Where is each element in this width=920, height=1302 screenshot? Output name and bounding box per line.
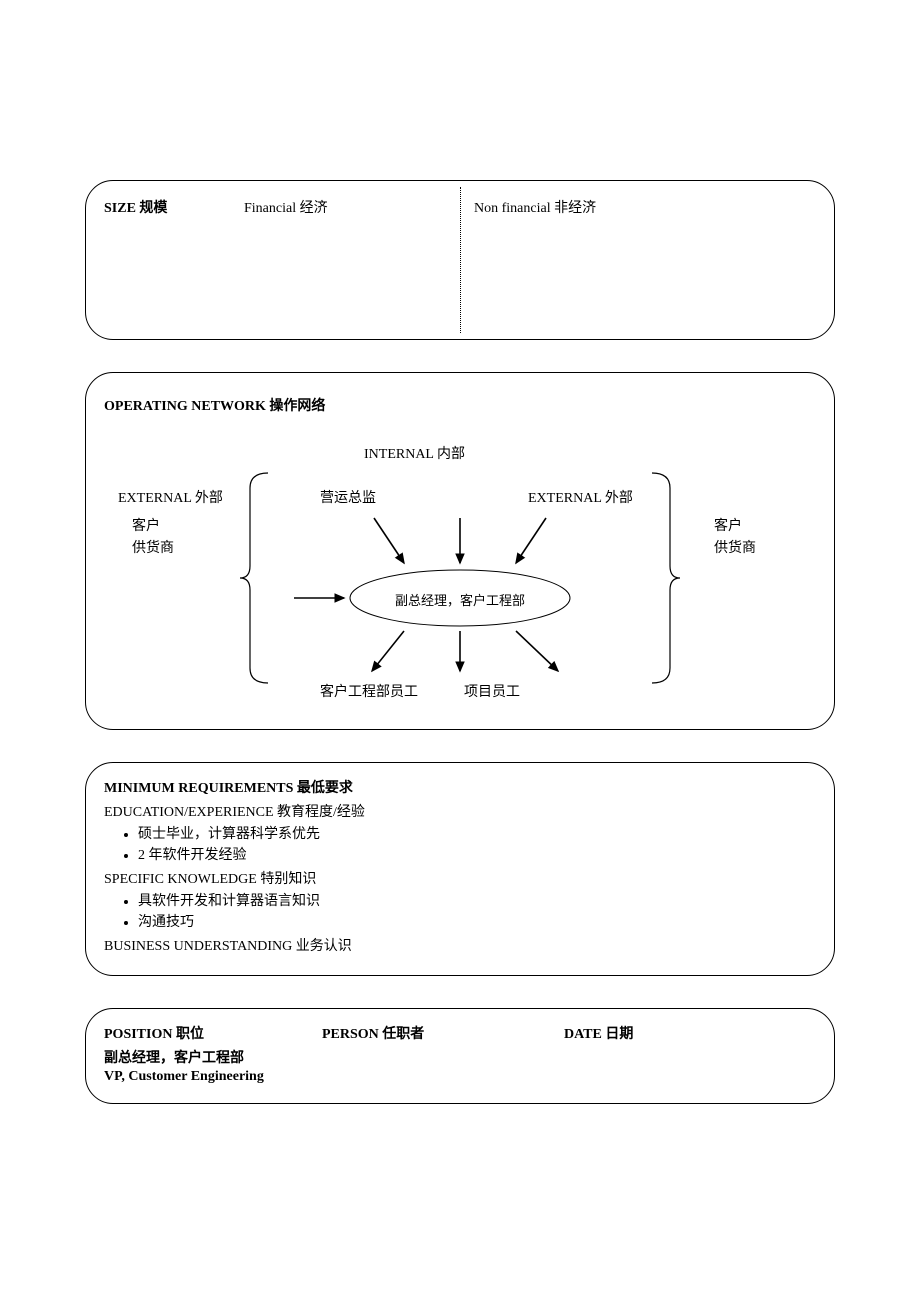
list-item: 2 年软件开发经验 <box>138 844 816 864</box>
network-svg <box>104 423 816 713</box>
requirements-panel: MINIMUM REQUIREMENTS 最低要求 EDUCATION/EXPE… <box>85 762 835 976</box>
external-left-label: EXTERNAL 外部 <box>118 487 223 507</box>
left-item-0: 客户 <box>132 515 160 535</box>
requirements-title: MINIMUM REQUIREMENTS 最低要求 <box>104 777 816 797</box>
knowledge-label: SPECIFIC KNOWLEDGE 特别知识 <box>104 868 816 888</box>
top-center-label: 营运总监 <box>320 487 376 507</box>
position-header-row: POSITION 职位 PERSON 任职者 DATE 日期 <box>104 1023 816 1043</box>
list-item: 具软件开发和计算器语言知识 <box>138 890 816 910</box>
position-value-en: VP, Customer Engineering <box>104 1069 816 1085</box>
bottom-left-label: 客户工程部员工 <box>320 681 418 701</box>
size-label: SIZE 规模 <box>104 201 167 216</box>
education-list: 硕士毕业，计算器科学系优先2 年软件开发经验 <box>104 823 816 864</box>
right-item-1: 供货商 <box>714 537 756 557</box>
list-item: 硕士毕业，计算器科学系优先 <box>138 823 816 843</box>
position-label: POSITION 职位 <box>104 1023 204 1043</box>
right-item-0: 客户 <box>714 515 742 535</box>
financial-label: Financial 经济 <box>244 197 328 217</box>
internal-label: INTERNAL 内部 <box>364 443 465 463</box>
operating-network-title: OPERATING NETWORK 操作网络 <box>104 387 816 415</box>
position-value-cn: 副总经理，客户工程部 <box>104 1047 816 1067</box>
center-role-label: 副总经理，客户工程部 <box>360 590 560 609</box>
list-item: 沟通技巧 <box>138 911 816 931</box>
position-panel: POSITION 职位 PERSON 任职者 DATE 日期 副总经理，客户工程… <box>85 1008 835 1104</box>
size-panel: SIZE 规模 Financial 经济 Non financial 非经济 <box>85 180 835 340</box>
network-diagram: INTERNAL 内部EXTERNAL 外部EXTERNAL 外部客户供货商客户… <box>104 423 816 713</box>
business-label: BUSINESS UNDERSTANDING 业务认识 <box>104 935 816 955</box>
education-label: EDUCATION/EXPERIENCE 教育程度/经验 <box>104 801 816 821</box>
size-row: SIZE 规模 Financial 经济 Non financial 非经济 <box>104 197 816 217</box>
date-label: DATE 日期 <box>564 1023 633 1043</box>
operating-network-panel: OPERATING NETWORK 操作网络 INTERNAL 内部 EXTERN… <box>85 372 835 730</box>
external-right-label: EXTERNAL 外部 <box>528 487 633 507</box>
person-label: PERSON 任职者 <box>322 1023 424 1043</box>
knowledge-list: 具软件开发和计算器语言知识沟通技巧 <box>104 890 816 931</box>
nonfinancial-label: Non financial 非经济 <box>474 197 596 217</box>
left-item-1: 供货商 <box>132 537 174 557</box>
bottom-right-label: 项目员工 <box>464 681 520 701</box>
